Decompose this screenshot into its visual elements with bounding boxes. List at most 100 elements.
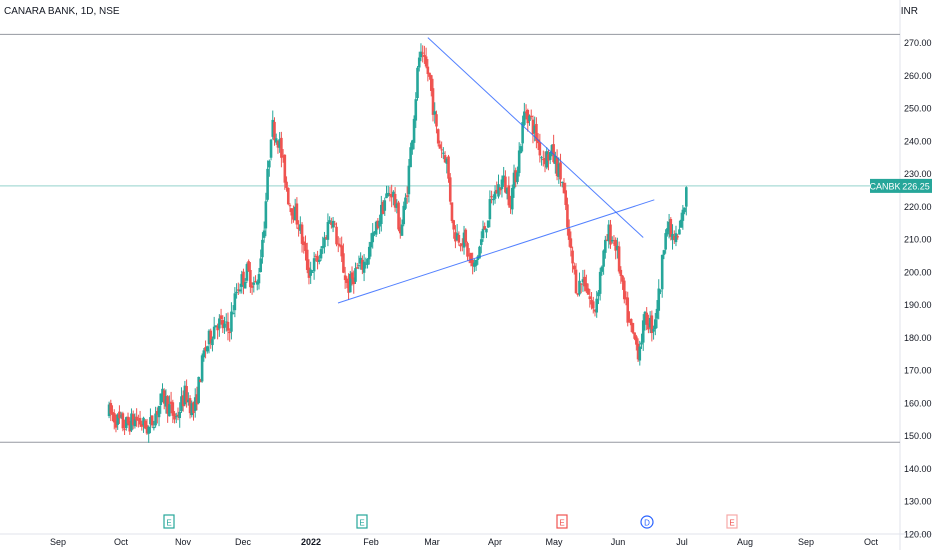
- event-label: D: [644, 519, 650, 528]
- candle-body: [502, 175, 505, 183]
- candle-body: [295, 203, 299, 225]
- candle-body: [579, 283, 583, 285]
- candle-body: [357, 265, 361, 267]
- candle-body: [261, 239, 264, 258]
- candle-body: [321, 245, 325, 249]
- candle-body: [555, 157, 559, 177]
- candle-body: [657, 288, 661, 311]
- candle-body: [479, 239, 483, 245]
- candle-body: [190, 403, 194, 416]
- x-tick-label: Sep: [50, 537, 66, 547]
- candle-body: [111, 411, 114, 415]
- candle-body: [219, 315, 223, 320]
- candle-body: [107, 404, 111, 417]
- candle-body: [156, 411, 159, 415]
- candle-body: [476, 256, 480, 260]
- candle-body: [481, 228, 485, 239]
- candle-body: [307, 267, 311, 278]
- candle-body: [450, 202, 454, 221]
- candle-body: [405, 195, 409, 197]
- candle-body: [409, 147, 412, 168]
- y-tick-label: 220.00: [904, 202, 932, 212]
- candle-body: [685, 187, 688, 207]
- candle-body: [150, 415, 154, 426]
- candle-body: [500, 179, 504, 190]
- candle-body: [574, 269, 578, 294]
- x-tick-label: Nov: [175, 537, 192, 547]
- candle-body: [174, 416, 178, 418]
- candle-body: [202, 350, 206, 358]
- candle-body: [497, 184, 500, 197]
- candle-body: [218, 318, 221, 329]
- candle-body: [621, 275, 624, 282]
- candle-body: [224, 321, 228, 323]
- candle-body: [278, 139, 281, 148]
- trendline: [337, 199, 655, 304]
- candle-body: [554, 155, 557, 164]
- candle-body: [557, 163, 561, 177]
- y-tick-label: 260.00: [904, 71, 932, 81]
- candle-body: [655, 308, 659, 319]
- candle-body: [350, 272, 354, 279]
- candle-body: [262, 230, 266, 238]
- candle-body: [569, 238, 573, 248]
- candle-body: [197, 376, 200, 403]
- candle-body: [538, 142, 542, 156]
- candle-body: [495, 189, 499, 194]
- candle-body: [664, 233, 667, 250]
- candle-body: [395, 203, 399, 208]
- candle-body: [290, 208, 294, 216]
- candle-body: [109, 403, 113, 414]
- candle-body: [378, 220, 381, 227]
- candle-body: [317, 259, 321, 262]
- candle-body: [416, 67, 419, 99]
- candle-body: [631, 322, 635, 333]
- candle-body: [672, 236, 676, 241]
- candle-body: [216, 325, 219, 331]
- y-tick-label: 200.00: [904, 267, 932, 277]
- candle-body: [423, 54, 426, 57]
- candle-body: [238, 289, 242, 292]
- candle-body: [366, 258, 369, 265]
- candle-body: [226, 321, 230, 331]
- candle-body: [647, 323, 650, 330]
- candle-body: [205, 346, 209, 352]
- candle-body: [207, 330, 211, 345]
- candle-body: [452, 220, 455, 230]
- candle-body: [447, 156, 450, 179]
- y-tick-label: 160.00: [904, 398, 932, 408]
- candle-body: [683, 207, 686, 213]
- candle-body: [492, 198, 495, 201]
- candle-body: [652, 329, 655, 332]
- candle-body: [517, 150, 521, 174]
- candle-body: [412, 118, 416, 143]
- x-tick-label: 2022: [301, 537, 321, 547]
- candle-body: [266, 168, 269, 200]
- candle-body: [123, 428, 126, 430]
- candle-body: [147, 426, 151, 434]
- candle-body: [597, 292, 600, 297]
- candle-body: [454, 232, 457, 242]
- candle-body: [274, 138, 278, 143]
- candle-body: [374, 221, 378, 235]
- candle-body: [507, 185, 511, 206]
- candle-body: [305, 249, 309, 270]
- candle-body: [309, 269, 312, 276]
- ticker-tag: [870, 178, 900, 193]
- candle-body: [255, 281, 259, 285]
- y-tick-label: 140.00: [904, 464, 932, 474]
- candle-body: [442, 152, 445, 154]
- candle-body: [118, 411, 121, 419]
- x-tick-label: May: [545, 537, 563, 547]
- candle-body: [524, 111, 528, 113]
- candle-body: [199, 379, 202, 383]
- candle-body: [653, 319, 657, 330]
- candle-body: [505, 188, 509, 194]
- candle-body: [302, 241, 306, 246]
- candle-body: [231, 312, 235, 314]
- candle-body: [381, 201, 385, 214]
- candle-body: [398, 227, 402, 234]
- candle-body: [340, 245, 343, 257]
